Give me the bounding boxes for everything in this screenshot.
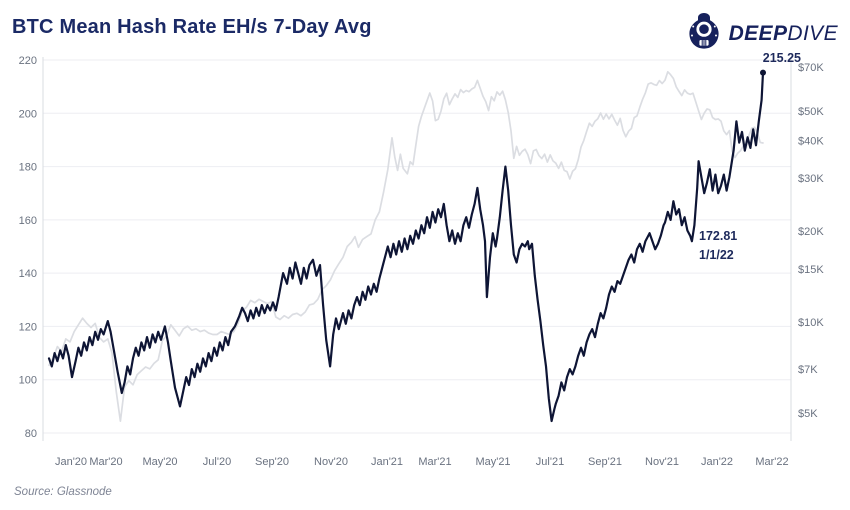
page-title: BTC Mean Hash Rate EH/s 7-Day Avg [12,16,372,38]
deepdive-logo: DEEPDIVE [686,12,838,55]
y-right-tick-label: $5K [798,408,818,420]
latest-value-label: 215.25 [762,51,801,65]
y-right-tick-label: $70K [798,62,824,74]
y-left-tick-label: 140 [19,268,37,280]
x-tick-label: Jan'20 [55,456,87,468]
callout-date: 1/1/22 [699,248,734,262]
hashrate-line [47,71,765,423]
x-tick-label: Jan'21 [371,456,403,468]
y-left-tick-label: 200 [19,108,37,120]
x-tick-label: Sep'20 [255,456,289,468]
x-tick-label: Jul'21 [536,456,564,468]
x-tick-label: Jul'20 [203,456,231,468]
y-left-tick-label: 160 [19,215,37,227]
x-tick-label: Mar'21 [418,456,451,468]
brand-deep: DEEP [728,21,788,45]
callout-value: 172.81 [699,229,738,243]
x-tick-label: May'21 [475,456,510,468]
latest-point-marker [760,69,766,76]
y-right-tick-label: $30K [798,173,824,185]
callout-annotation: 172.81 1/1/22 [699,227,737,265]
brand-wordmark: DEEPDIVE [729,22,838,46]
brand-dive: DIVE [787,21,838,45]
y-right-tick-label: $20K [798,226,824,238]
x-tick-label: Mar'22 [755,456,788,468]
y-left-tick-label: 120 [19,321,37,333]
y-left-tick-label: 80 [25,428,37,440]
y-right-tick-label: $15K [798,264,824,276]
y-left-tick-label: 180 [19,162,37,174]
x-tick-label: Nov'21 [645,456,679,468]
x-tick-label: Nov'20 [314,456,348,468]
y-right-tick-label: $40K [798,135,824,147]
x-tick-label: May'20 [142,456,177,468]
source-caption: Source: Glassnode [14,486,112,498]
y-left-tick-label: 100 [19,375,37,387]
diving-helmet-icon [686,12,722,55]
y-right-tick-label: $7K [798,364,818,376]
y-right-tick-label: $50K [798,106,824,118]
x-tick-label: Jan'22 [701,456,733,468]
price-line [48,70,764,422]
x-tick-label: Sep'21 [588,456,622,468]
y-left-tick-label: 220 [19,55,37,67]
y-right-tick-label: $10K [798,317,824,329]
x-tick-label: Mar'20 [89,456,122,468]
